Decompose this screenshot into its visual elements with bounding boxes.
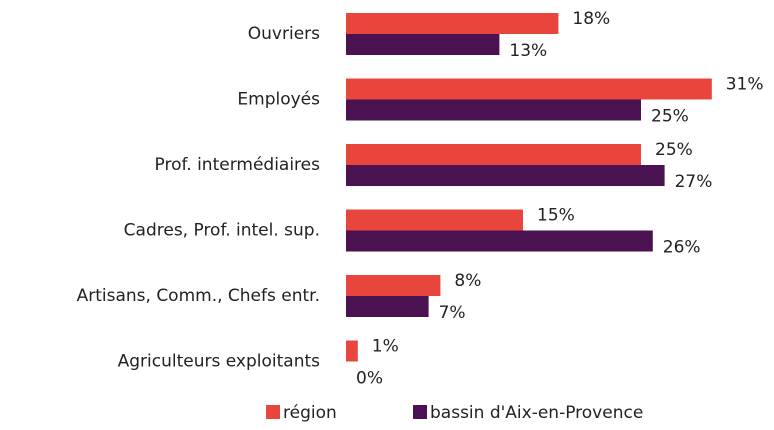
bar [346, 13, 559, 34]
value-label: 27% [675, 172, 713, 192]
category-label: Artisans, Comm., Chefs entr. [77, 286, 320, 306]
bar [346, 340, 358, 362]
legend-swatch [413, 405, 427, 419]
value-label: 15% [537, 206, 575, 226]
bar [346, 209, 523, 231]
bar [346, 78, 712, 100]
value-label: 0% [356, 369, 383, 389]
bar [346, 275, 441, 296]
legend-label: bassin d'Aix-en-Provence [430, 403, 643, 423]
value-label: 26% [663, 238, 701, 258]
category-label: Cadres, Prof. intel. sup. [124, 221, 320, 241]
value-label: 18% [572, 9, 610, 29]
value-label: 31% [726, 75, 764, 95]
bar [346, 144, 641, 165]
category-label: Ouvriers [248, 24, 320, 44]
bar [346, 165, 665, 186]
value-label: 25% [655, 140, 693, 160]
value-label: 25% [651, 107, 689, 127]
value-label: 1% [372, 337, 399, 357]
category-label: Prof. intermédiaires [155, 155, 321, 175]
legend-swatch [266, 405, 280, 419]
bar [346, 99, 641, 121]
value-label: 13% [509, 41, 547, 61]
bar [346, 34, 500, 55]
value-label: 7% [439, 303, 466, 323]
category-label: Agriculteurs exploitants [118, 352, 321, 372]
bar [346, 296, 429, 317]
legend-label: région [283, 403, 337, 423]
value-label: 8% [454, 271, 481, 291]
category-label: Employés [237, 90, 320, 110]
bar [346, 230, 653, 252]
